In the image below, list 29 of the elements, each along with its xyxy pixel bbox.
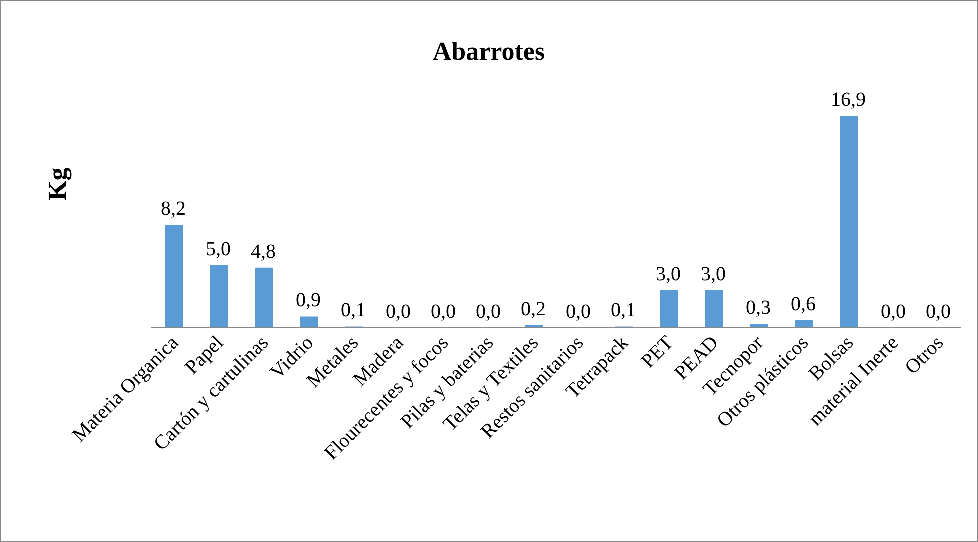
data-label: 5,0 xyxy=(206,238,231,260)
data-label: 0,0 xyxy=(386,301,411,323)
data-label: 8,2 xyxy=(161,198,186,220)
data-label: 0,9 xyxy=(296,290,321,312)
bar xyxy=(210,265,228,328)
bar xyxy=(300,316,318,328)
bar xyxy=(750,324,768,328)
data-label: 0,0 xyxy=(431,301,456,323)
data-label: 0,0 xyxy=(926,301,951,323)
data-label: 0,3 xyxy=(746,297,771,320)
data-label: 0,1 xyxy=(341,300,366,322)
data-label: 3,0 xyxy=(701,263,726,286)
data-label: 3,0 xyxy=(656,263,681,286)
data-label: 0,1 xyxy=(611,300,636,322)
bar xyxy=(705,290,723,328)
data-label: 0,6 xyxy=(791,293,816,316)
data-label: 0,0 xyxy=(566,301,591,323)
data-label: 16,9 xyxy=(831,89,866,112)
bar xyxy=(660,290,678,328)
bar xyxy=(165,225,183,328)
data-label: 0,2 xyxy=(521,298,546,320)
data-label: 0,0 xyxy=(881,301,906,323)
data-label: 0,0 xyxy=(476,301,501,323)
bar xyxy=(840,116,858,328)
chart-title: Abarrotes xyxy=(432,37,546,67)
bar xyxy=(255,268,273,328)
bar xyxy=(795,320,813,328)
data-label: 4,8 xyxy=(251,240,276,263)
y-axis-title: Kg xyxy=(43,168,73,201)
